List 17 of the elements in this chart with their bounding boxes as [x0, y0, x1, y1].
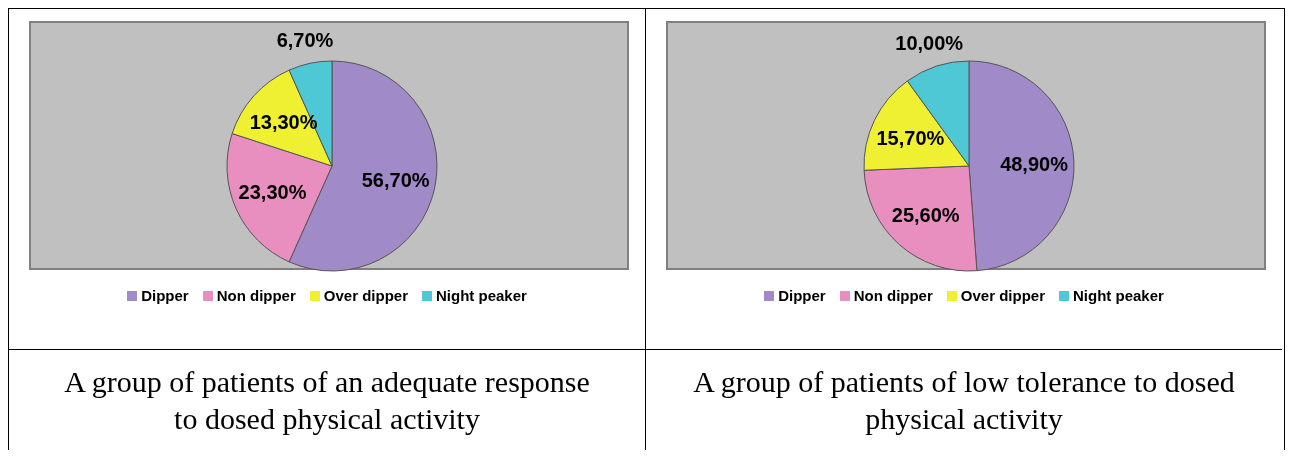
legend-label: Night peaker [435, 287, 527, 304]
data-label: 6,70% [276, 28, 334, 51]
text: A group of patients of an adequate response to dosed physical activity [9, 349, 645, 450]
text: A group of patients of low tolerance to dosed physical activity [646, 349, 1282, 450]
legend-label: Dipper [777, 287, 826, 304]
legend-label: Over dipper [322, 287, 409, 304]
legend-label: Dipper [140, 287, 189, 304]
legend-label: Non dipper [215, 287, 296, 304]
legend-label: Non dipper [852, 287, 933, 304]
legend-label: Over dipper [959, 287, 1046, 304]
legend-label: Night peaker [1072, 287, 1164, 304]
data-label: 10,00% [895, 32, 964, 55]
data-label: 23,30% [238, 181, 307, 204]
data-label: 15,70% [876, 126, 945, 149]
data-label: 48,90% [1000, 152, 1069, 175]
data-label: 25,60% [891, 203, 960, 226]
data-label: 56,70% [361, 168, 430, 191]
